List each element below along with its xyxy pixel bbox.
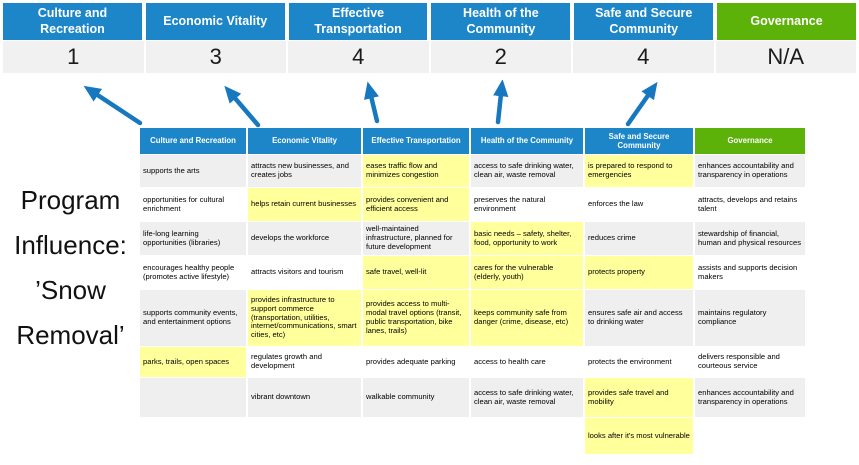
- matrix-cell: eases traffic flow and minimizes congest…: [363, 155, 469, 187]
- matrix-cell: provides convenient and efficient access: [363, 188, 469, 221]
- matrix-cell: provides adequate parking: [363, 347, 469, 377]
- title-line: Removal’: [16, 320, 125, 350]
- matrix-cell: opportunities for cultural enrichment: [140, 188, 246, 221]
- matrix-cell: parks, trails, open spaces: [140, 347, 246, 377]
- priority-score-governance: N/A: [713, 41, 857, 73]
- matrix-cell: attracts new businesses, and creates job…: [248, 155, 361, 187]
- priority-score-economic-vitality: 3: [143, 41, 287, 73]
- priority-score-effective-transportation: 4: [286, 41, 429, 73]
- matrix-cell: [248, 418, 361, 454]
- matrix-cell: protects the environment: [585, 347, 693, 377]
- influence-arrow: [625, 81, 658, 127]
- matrix-cell: [140, 418, 246, 454]
- matrix-cell: regulates growth and development: [248, 347, 361, 377]
- influence-arrow: [364, 81, 380, 124]
- priority-header-safe-and-secure-community: Safe and Secure Community: [574, 3, 714, 40]
- matrix-cell: ensures safe air and access to drinking …: [585, 290, 693, 346]
- matrix-cell: [471, 418, 583, 454]
- matrix-cell: keeps community safe from danger (crime,…: [471, 290, 583, 346]
- matrix-header-effective-transportation: Effective Transportation: [363, 128, 469, 154]
- priority-header-economic-vitality: Economic Vitality: [145, 3, 285, 40]
- matrix-cell: provides access to multi-modal travel op…: [363, 290, 469, 346]
- influence-arrow: [493, 80, 509, 125]
- matrix-cell: access to safe drinking water, clean air…: [471, 155, 583, 187]
- priority-header-health-of-the-community: Health of the Community: [431, 3, 571, 40]
- matrix-header-safe-and-secure-community: Safe and Secure Community: [585, 128, 693, 154]
- priority-header-governance: Governance: [717, 3, 856, 40]
- matrix-cell: attracts, develops and retains talent: [695, 188, 805, 221]
- title-line: Influence:: [14, 230, 127, 260]
- matrix-cell: [695, 418, 805, 454]
- matrix-cell: encourages healthy people (promotes acti…: [140, 256, 246, 289]
- matrix-cell: vibrant downtown: [248, 378, 361, 417]
- matrix-cell: reduces crime: [585, 222, 693, 255]
- influence-arrow: [83, 85, 143, 126]
- matrix-cell: helps retain current businesses: [248, 188, 361, 221]
- matrix-cell: enhances accountability and transparency…: [695, 155, 805, 187]
- influence-arrow: [224, 85, 261, 128]
- priority-header-effective-transportation: Effective Transportation: [288, 3, 428, 40]
- matrix-cell: preserves the natural environment: [471, 188, 583, 221]
- matrix-cell: attracts visitors and tourism: [248, 256, 361, 289]
- matrix-cell: [140, 378, 246, 417]
- matrix-cell: maintains regulatory compliance: [695, 290, 805, 346]
- matrix-cell: stewardship of financial, human and phys…: [695, 222, 805, 255]
- matrix-cell: cares for the vulnerable (elderly, youth…: [471, 256, 583, 289]
- matrix-cell: supports community events, and entertain…: [140, 290, 246, 346]
- matrix-cell: provides safe travel and mobility: [585, 378, 693, 417]
- matrix-cell: enhances accountability and transparency…: [695, 378, 805, 417]
- priority-score-safe-and-secure-community: 4: [571, 41, 714, 73]
- matrix-cell: basic needs – safety, shelter, food, opp…: [471, 222, 583, 255]
- matrix-cell: enforces the law: [585, 188, 693, 221]
- matrix-cell: is prepared to respond to emergencies: [585, 155, 693, 187]
- title-line: Program: [20, 185, 121, 215]
- matrix-cell: assists and supports decision makers: [695, 256, 805, 289]
- influence-matrix: Culture and Recreation Economic Vitality E…: [140, 128, 805, 454]
- matrix-header-culture-and-recreation: Culture and Recreation: [140, 128, 246, 154]
- matrix-cell: access to safe drinking water, clean air…: [471, 378, 583, 417]
- matrix-cell: safe travel, well-lit: [363, 256, 469, 289]
- matrix-cell: provides infrastructure to support comme…: [248, 290, 361, 346]
- influence-arrows: [83, 80, 658, 128]
- priority-score-culture-and-recreation: 1: [67, 44, 80, 69]
- matrix-cell: protects property: [585, 256, 693, 289]
- matrix-header-health-of-the-community: Health of the Community: [471, 128, 583, 154]
- matrix-cell: well-maintained infrastructure, planned …: [363, 222, 469, 255]
- matrix-cell: supports the arts: [140, 155, 246, 187]
- priority-score-row: 1 3 4 2 4 N/A: [3, 41, 856, 73]
- priority-header-culture-and-recreation: Culture and Recreation: [3, 3, 142, 40]
- matrix-cell: looks after it's most vulnerable: [585, 418, 693, 454]
- priority-score-health-of-the-community: 2: [428, 41, 572, 73]
- matrix-header-economic-vitality: Economic Vitality: [248, 128, 361, 154]
- matrix-cell: walkable community: [363, 378, 469, 417]
- matrix-header-governance: Governance: [695, 128, 805, 154]
- matrix-cell: [363, 418, 469, 454]
- matrix-cell: develops the workforce: [248, 222, 361, 255]
- title-line: ’Snow: [35, 275, 106, 305]
- matrix-cell: access to health care: [471, 347, 583, 377]
- program-influence-title: Program Influence: ’Snow Removal’: [1, 178, 140, 358]
- matrix-cell: life-long learning opportunities (librar…: [140, 222, 246, 255]
- matrix-cell: delivers responsible and courteous servi…: [695, 347, 805, 377]
- priority-header-row: Culture and Recreation Economic Vitality…: [3, 3, 856, 40]
